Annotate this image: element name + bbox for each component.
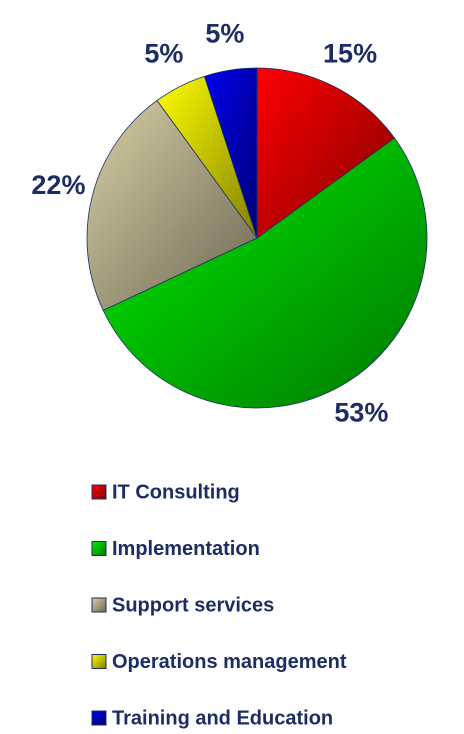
legend-label: Training and Education <box>112 707 333 729</box>
pie-slice <box>102 137 428 409</box>
legend-label: IT Consulting <box>112 481 240 503</box>
pie-slice <box>256 67 396 239</box>
legend-label: Implementation <box>112 538 260 560</box>
legend-swatch <box>91 597 107 613</box>
legend-swatch <box>91 710 107 726</box>
data-label: 5% <box>144 38 183 68</box>
pie-slice <box>86 99 258 311</box>
pie-slice <box>203 67 258 239</box>
legend-swatch <box>91 484 107 500</box>
data-label: 22% <box>31 170 85 200</box>
legend-label: Support services <box>112 594 274 616</box>
data-label: 15% <box>323 38 377 68</box>
data-label: 5% <box>205 19 244 49</box>
legend-swatch <box>91 654 107 669</box>
data-label: 53% <box>334 398 388 428</box>
legend-swatch <box>91 541 107 556</box>
legend-label: Operations management <box>112 651 347 673</box>
